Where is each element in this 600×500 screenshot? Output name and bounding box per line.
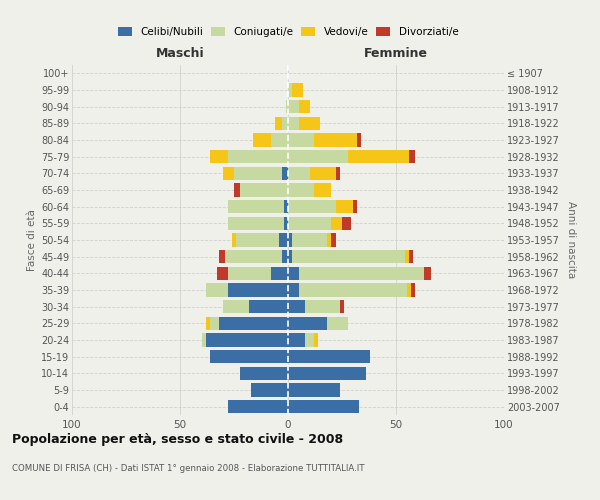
Bar — [210, 150, 227, 164]
Bar — [288, 216, 331, 230]
Bar — [227, 284, 288, 296]
Text: Popolazione per età, sesso e stato civile - 2008: Popolazione per età, sesso e stato civil… — [12, 432, 343, 446]
Bar — [310, 166, 335, 180]
Bar — [292, 84, 303, 96]
Bar — [227, 266, 271, 280]
Bar — [217, 266, 227, 280]
Bar — [299, 266, 424, 280]
Y-axis label: Fasce di età: Fasce di età — [26, 209, 37, 271]
Bar — [271, 266, 288, 280]
Bar — [305, 300, 340, 314]
Bar — [223, 166, 234, 180]
Bar — [305, 334, 314, 346]
Bar — [288, 350, 370, 364]
Bar — [284, 216, 288, 230]
Bar — [241, 184, 288, 196]
Bar — [288, 84, 292, 96]
Bar — [340, 300, 344, 314]
Bar — [299, 116, 320, 130]
Bar — [271, 134, 288, 146]
Bar — [288, 166, 310, 180]
Bar — [227, 216, 284, 230]
Bar — [202, 334, 206, 346]
Bar — [288, 300, 305, 314]
Bar — [251, 384, 288, 396]
Legend: Celibi/Nubili, Coniugati/e, Vedovi/e, Divorziati/e: Celibi/Nubili, Coniugati/e, Vedovi/e, Di… — [115, 24, 461, 39]
Text: COMUNE DI FRISA (CH) - Dati ISTAT 1° gennaio 2008 - Elaborazione TUTTITALIA.IT: COMUNE DI FRISA (CH) - Dati ISTAT 1° gen… — [12, 464, 365, 473]
Bar — [280, 234, 288, 246]
Bar — [292, 250, 404, 264]
Bar — [335, 200, 353, 213]
Bar — [236, 234, 280, 246]
Bar — [292, 234, 327, 246]
Bar — [409, 150, 415, 164]
Bar — [241, 366, 288, 380]
Bar — [210, 316, 219, 330]
Bar — [219, 316, 288, 330]
Bar — [314, 184, 331, 196]
Bar — [223, 300, 249, 314]
Bar — [288, 316, 327, 330]
Bar — [219, 250, 226, 264]
Bar — [288, 184, 314, 196]
Bar — [226, 250, 281, 264]
Bar — [314, 134, 357, 146]
Bar — [227, 400, 288, 413]
Bar — [234, 166, 281, 180]
Bar — [331, 216, 342, 230]
Bar — [357, 134, 361, 146]
Bar — [299, 284, 407, 296]
Bar — [407, 284, 411, 296]
Bar — [299, 100, 310, 114]
Bar — [281, 250, 288, 264]
Bar — [206, 316, 210, 330]
Bar — [288, 384, 340, 396]
Bar — [335, 166, 340, 180]
Bar — [342, 216, 350, 230]
Bar — [232, 234, 236, 246]
Bar — [349, 150, 409, 164]
Bar — [286, 100, 288, 114]
Bar — [288, 134, 314, 146]
Bar — [327, 234, 331, 246]
Bar — [206, 334, 288, 346]
Text: Femmine: Femmine — [364, 47, 428, 60]
Bar — [234, 184, 241, 196]
Bar — [411, 284, 415, 296]
Y-axis label: Anni di nascita: Anni di nascita — [566, 202, 577, 278]
Bar — [288, 150, 349, 164]
Bar — [288, 366, 366, 380]
Bar — [275, 116, 281, 130]
Bar — [404, 250, 409, 264]
Text: Maschi: Maschi — [155, 47, 205, 60]
Bar — [288, 266, 299, 280]
Bar — [288, 284, 299, 296]
Bar — [284, 200, 288, 213]
Bar — [227, 150, 288, 164]
Bar — [314, 334, 318, 346]
Bar — [288, 200, 335, 213]
Bar — [353, 200, 357, 213]
Bar — [288, 116, 299, 130]
Bar — [210, 350, 288, 364]
Bar — [331, 234, 335, 246]
Bar — [288, 334, 305, 346]
Bar — [281, 166, 288, 180]
Bar — [281, 116, 288, 130]
Bar — [288, 234, 292, 246]
Bar — [424, 266, 431, 280]
Bar — [327, 316, 349, 330]
Bar — [288, 250, 292, 264]
Bar — [253, 134, 271, 146]
Bar — [409, 250, 413, 264]
Bar — [288, 400, 359, 413]
Bar — [288, 100, 299, 114]
Bar — [249, 300, 288, 314]
Bar — [206, 284, 227, 296]
Bar — [227, 200, 284, 213]
